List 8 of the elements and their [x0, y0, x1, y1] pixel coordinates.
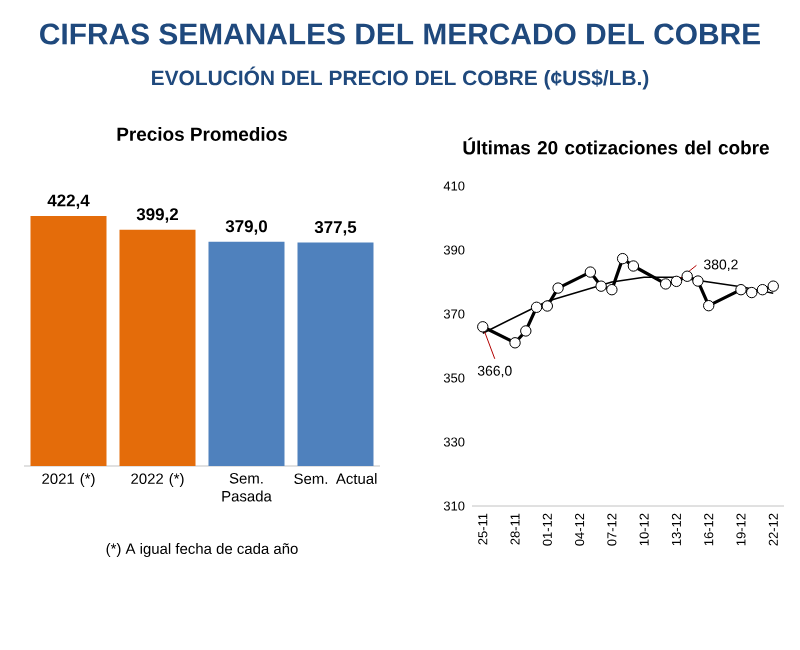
data-label: 422,4 [47, 194, 90, 209]
text: CIFRAS SEMANALES DEL MERCADO DEL COBRE [40, 23, 760, 45]
chart-title: Últimas 20 cotizaciones del cobre [463, 137, 769, 155]
data-label: 379,0 [225, 220, 267, 235]
chart-title: Precios Promedios [117, 127, 287, 141]
data-label: 399,2 [136, 208, 179, 223]
text: EVOLUCIÓN DEL PRECIO DEL COBRE (¢US$/LB.) [152, 66, 649, 90]
data-label: 377,5 [314, 221, 357, 236]
